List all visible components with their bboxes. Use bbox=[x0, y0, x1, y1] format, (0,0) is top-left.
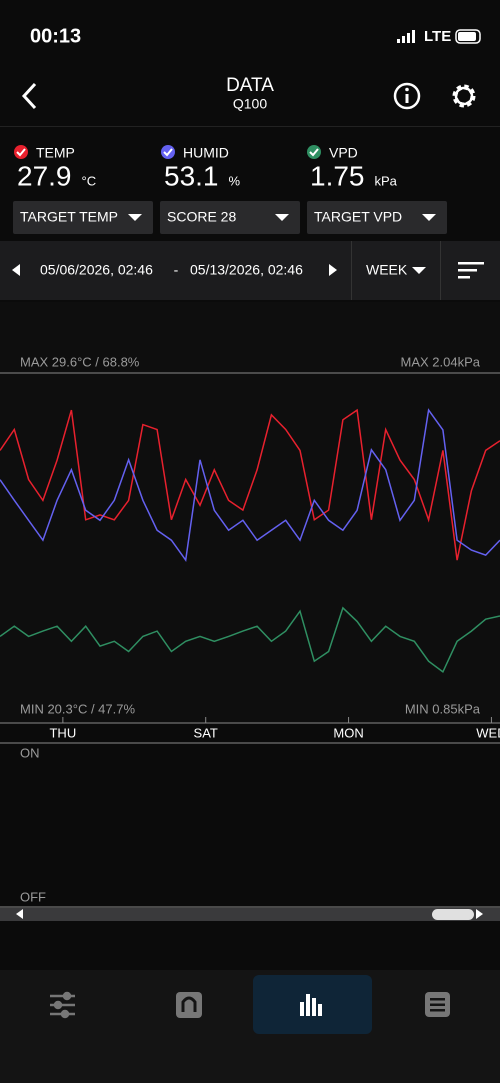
period-arrow bbox=[412, 267, 426, 274]
check-mark bbox=[309, 148, 319, 157]
header-subtitle: Q100 bbox=[233, 96, 267, 112]
chart-area bbox=[0, 302, 500, 723]
off-label: OFF bbox=[20, 889, 46, 904]
sort-button[interactable] bbox=[458, 262, 484, 279]
dropdown-label: SCORE 28 bbox=[167, 209, 236, 225]
next-button[interactable] bbox=[329, 264, 337, 276]
prev-button[interactable] bbox=[12, 264, 20, 276]
on-label: ON bbox=[20, 745, 40, 760]
divider bbox=[440, 241, 441, 300]
check-icon bbox=[161, 145, 175, 159]
x-tick-label: MON bbox=[333, 725, 363, 740]
dropdown-label: TARGET VPD bbox=[314, 209, 402, 225]
check-icon bbox=[307, 145, 321, 159]
period-select[interactable]: WEEK bbox=[366, 262, 408, 278]
bottom-nav bbox=[0, 970, 500, 1083]
scroll-thumb[interactable] bbox=[432, 909, 474, 920]
series-line bbox=[0, 606, 500, 674]
nav-controls[interactable] bbox=[50, 991, 75, 1019]
signal-icon bbox=[397, 30, 415, 43]
status-time: 00:13 bbox=[30, 25, 81, 47]
legend-label: VPD bbox=[329, 145, 358, 161]
dropdown[interactable] bbox=[307, 201, 447, 234]
legend-label: TEMP bbox=[36, 145, 75, 161]
dropdown-arrow bbox=[275, 214, 289, 221]
divider bbox=[0, 126, 500, 127]
nav-menu[interactable] bbox=[425, 992, 450, 1017]
max-label-left: MAX 29.6°C / 68.8% bbox=[20, 354, 140, 369]
x-tick-label: SAT bbox=[194, 725, 218, 740]
battery-icon bbox=[455, 29, 481, 44]
check-mark bbox=[163, 148, 173, 157]
min-label-right: MIN 0.85kPa bbox=[405, 701, 481, 716]
status-network: LTE bbox=[424, 28, 451, 45]
scrollbar[interactable] bbox=[0, 908, 500, 921]
nav-device[interactable] bbox=[176, 992, 202, 1018]
dropdown-arrow bbox=[422, 214, 436, 221]
range-start: 05/06/2026, 02:46 bbox=[40, 262, 153, 278]
range-separator: - bbox=[174, 262, 179, 278]
info-button[interactable] bbox=[393, 82, 421, 110]
reading-unit: °C bbox=[82, 173, 97, 188]
battery-level bbox=[458, 32, 476, 41]
series-line bbox=[0, 408, 500, 563]
dropdown[interactable] bbox=[13, 201, 153, 234]
legend-label: HUMID bbox=[183, 145, 229, 161]
back-button[interactable] bbox=[21, 82, 37, 110]
range-end: 05/13/2026, 02:46 bbox=[190, 262, 303, 278]
x-tick-label: THU bbox=[49, 725, 76, 740]
dropdown[interactable] bbox=[160, 201, 300, 234]
header-title: DATA bbox=[226, 75, 274, 96]
x-tick-label: WED bbox=[476, 725, 500, 740]
reading-unit: kPa bbox=[375, 173, 398, 188]
dropdown-arrow bbox=[128, 214, 142, 221]
reading-value: 27.9 bbox=[17, 160, 72, 191]
check-icon bbox=[14, 145, 28, 159]
reading-value: 1.75 bbox=[310, 160, 365, 191]
reading-value: 53.1 bbox=[164, 160, 219, 191]
reading-unit: % bbox=[229, 173, 241, 188]
dropdown-label: TARGET TEMP bbox=[20, 209, 118, 225]
scroll-right[interactable] bbox=[476, 909, 483, 919]
check-mark bbox=[16, 148, 26, 157]
max-label-right: MAX 2.04kPa bbox=[401, 354, 481, 369]
min-label-left: MIN 20.3°C / 47.7% bbox=[20, 701, 135, 716]
nav-data-icon bbox=[300, 994, 322, 1016]
settings-button[interactable] bbox=[452, 84, 476, 108]
scroll-left[interactable] bbox=[16, 909, 23, 919]
divider bbox=[351, 241, 352, 300]
